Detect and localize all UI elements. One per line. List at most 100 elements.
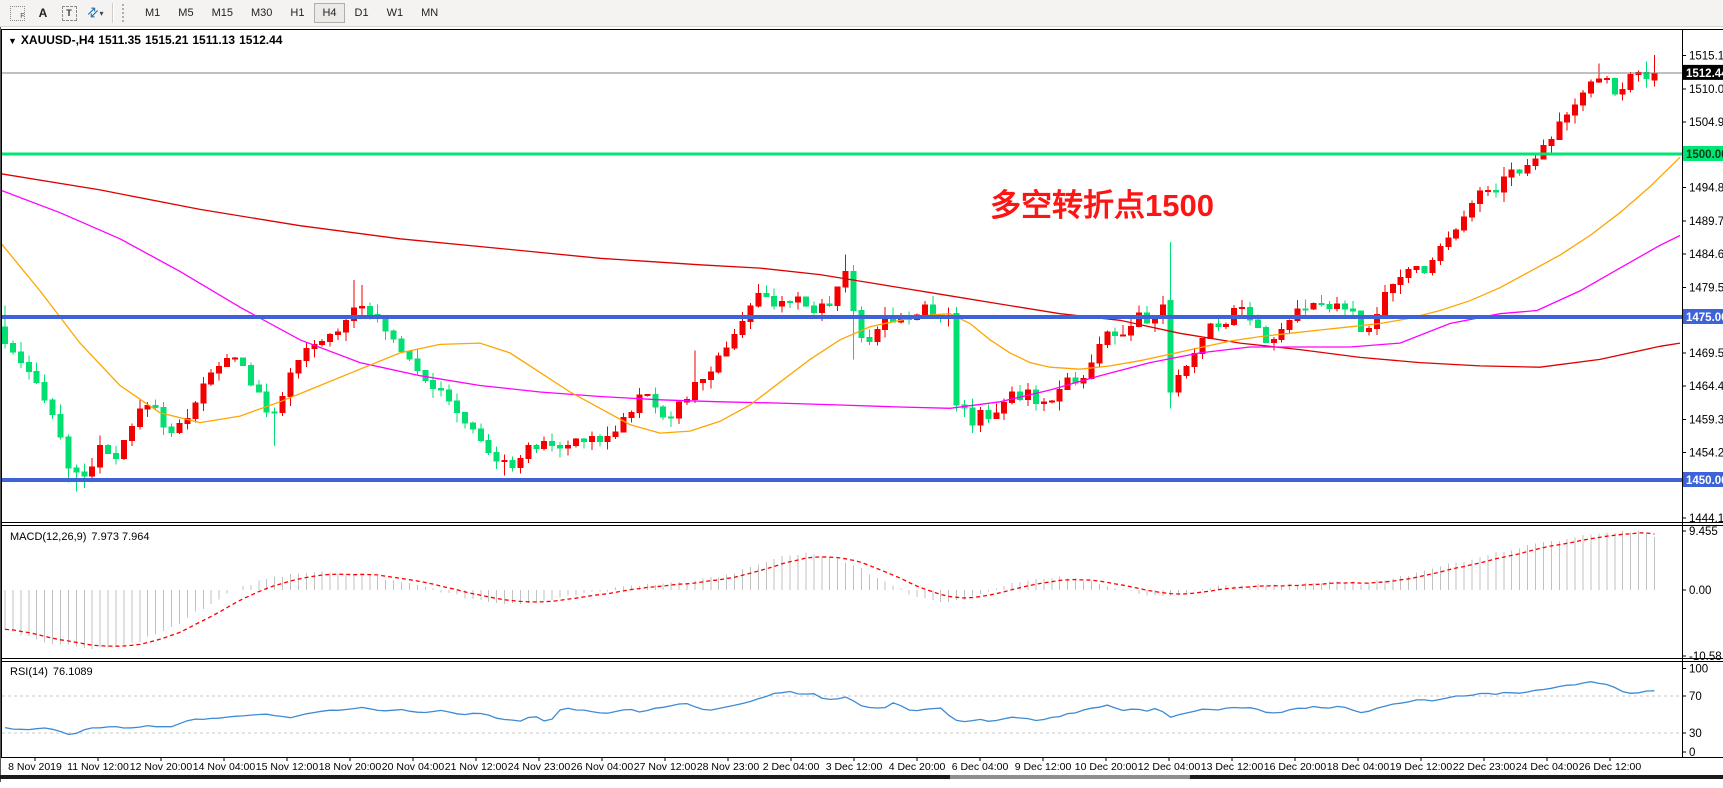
hline-1500-badge: 1500.00 [1683,146,1723,161]
svg-text:2 Dec 04:00: 2 Dec 04:00 [763,761,820,773]
svg-text:-10.58: -10.58 [1689,651,1722,663]
svg-text:1464.40: 1464.40 [1689,381,1723,393]
svg-text:24 Dec 04:00: 24 Dec 04:00 [1516,761,1579,773]
macd-panel [4,530,1655,650]
svg-text:8 Nov 2019: 8 Nov 2019 [8,761,62,773]
symbol-header[interactable]: ▼ XAUUSD-,H4 1511.35 1515.21 1511.13 1512.44 [8,33,286,47]
timeframe-group: M1 M5 M15 M30 H1 H4 D1 W1 MN [132,0,447,26]
svg-text:15 Nov 12:00: 15 Nov 12:00 [256,761,319,773]
svg-text:0.00: 0.00 [1689,585,1711,597]
svg-text:1454.20: 1454.20 [1689,448,1723,460]
svg-text:30: 30 [1689,728,1702,740]
timeframe-button-M1[interactable]: M1 [145,7,161,19]
svg-text:19 Dec 12:00: 19 Dec 12:00 [1390,761,1453,773]
symbol-dropdown-icon[interactable]: ▼ [8,36,17,46]
svg-text:24 Nov 23:00: 24 Nov 23:00 [508,761,571,773]
svg-text:1444.15: 1444.15 [1689,513,1723,525]
rsi-name: RSI(14) [10,666,48,678]
svg-text:13 Dec 12:00: 13 Dec 12:00 [1201,761,1264,773]
svg-text:1515.10: 1515.10 [1689,51,1723,63]
svg-text:28 Nov 23:00: 28 Nov 23:00 [697,761,760,773]
horizontal-scrollbar-track[interactable] [0,775,1723,779]
toolbar-separator [112,3,114,23]
horizontal-scrollbar-thumb[interactable] [950,775,1190,779]
ma-slow-red-line [2,173,1681,368]
tile-windows-button[interactable]: ⇅ ▾ [83,2,107,24]
timeframe-button-M15[interactable]: M15 [211,7,233,19]
macd-indicator-label: MACD(12,26,9) 7.973 7.964 [10,531,155,543]
timeframe-button-H4[interactable]: H4 [314,3,345,23]
svg-text:1494.85: 1494.85 [1689,183,1723,195]
svg-text:70: 70 [1689,691,1702,703]
svg-text:1484.65: 1484.65 [1689,249,1723,261]
svg-text:3 Dec 12:00: 3 Dec 12:00 [826,761,883,773]
text-box-icon: T [61,5,77,21]
svg-text:1479.55: 1479.55 [1689,282,1723,294]
text-annotation[interactable]: 多空转折点1500 [990,188,1214,223]
svg-text:21 Nov 12:00: 21 Nov 12:00 [445,761,508,773]
svg-text:1469.50: 1469.50 [1689,348,1723,360]
panel-borders [0,27,1723,782]
svg-text:1459.30: 1459.30 [1689,414,1723,426]
rsi-value: 76.1089 [52,666,93,678]
svg-text:1504.90: 1504.90 [1689,117,1723,129]
toolbar: F A T ⇅ ▾ M1 M5 M15 M30 H1 H4 D1 W1 MN [0,0,1723,27]
time-axis: 8 Nov 2019 11 Nov 12:00 12 Nov 20:00 14 Nov… [8,757,1642,773]
chart-window-icon: F [9,5,25,21]
svg-text:1510.00: 1510.00 [1689,84,1723,96]
svg-text:12 Dec 04:00: 12 Dec 04:00 [1138,761,1201,773]
svg-text:26 Dec 12:00: 26 Dec 12:00 [1579,761,1642,773]
timeframe-button-D1[interactable]: D1 [354,7,369,19]
ohlc-high: 1515.21 [144,33,189,47]
svg-text:10 Dec 20:00: 10 Dec 20:00 [1075,761,1138,773]
svg-text:12 Nov 20:00: 12 Nov 20:00 [130,761,193,773]
toolbar-grip[interactable] [122,4,128,22]
text-label-button[interactable]: A [31,2,55,24]
svg-text:20 Nov 04:00: 20 Nov 04:00 [382,761,445,773]
svg-text:1475.00: 1475.00 [1686,312,1723,324]
svg-text:14 Nov 04:00: 14 Nov 04:00 [193,761,256,773]
symbol-period-label: XAUUSD-,H4 [20,33,95,47]
macd-signal-line [4,532,1655,647]
svg-text:1512.44: 1512.44 [1686,68,1723,80]
price-axis: 1515.10 1510.00 1504.90 1494.85 1489.75 1484.… [1682,51,1723,759]
chart-window-button[interactable]: F [5,2,29,24]
macd-values: 7.973 7.964 [91,531,150,543]
svg-text:16 Dec 20:00: 16 Dec 20:00 [1264,761,1327,773]
timeframe-button-W1[interactable]: W1 [386,7,404,19]
candlestick-series [2,54,1658,492]
timeframe-button-M5[interactable]: M5 [178,7,194,19]
chevron-down-icon: ▾ [99,8,104,18]
svg-text:18 Dec 04:00: 18 Dec 04:00 [1327,761,1390,773]
text-box-button[interactable]: T [57,2,81,24]
timeframe-button-H1[interactable]: H1 [290,7,305,19]
svg-text:6 Dec 04:00: 6 Dec 04:00 [952,761,1009,773]
svg-text:1500.00: 1500.00 [1686,149,1723,161]
timeframe-button-M30[interactable]: M30 [250,7,273,19]
timeframe-button-MN[interactable]: MN [421,7,439,19]
macd-name: MACD(12,26,9) [10,531,87,543]
svg-text:4 Dec 20:00: 4 Dec 20:00 [889,761,946,773]
svg-text:11 Nov 12:00: 11 Nov 12:00 [67,761,129,773]
current-price-badge: 1512.44 [1683,64,1723,80]
svg-text:27 Nov 12:00: 27 Nov 12:00 [634,761,697,773]
svg-text:1489.75: 1489.75 [1689,216,1723,228]
svg-text:100: 100 [1689,663,1708,675]
svg-text:18 Nov 20:00: 18 Nov 20:00 [319,761,382,773]
hline-1450-badge: 1450.00 [1683,472,1723,487]
text-label-icon: A [38,6,48,20]
svg-text:0: 0 [1689,747,1695,759]
svg-text:9 Dec 12:00: 9 Dec 12:00 [1015,761,1072,773]
ohlc-close: 1512.44 [239,33,283,47]
svg-text:22 Dec 23:00: 22 Dec 23:00 [1453,761,1516,773]
rsi-line [4,681,1655,736]
rsi-indicator-label: RSI(14) 76.1089 [10,666,98,678]
svg-text:1450.00: 1450.00 [1686,475,1723,487]
ohlc-open: 1511.35 [98,33,141,47]
ohlc-low: 1511.13 [192,33,236,47]
tool-group: F A T ⇅ ▾ [0,0,108,26]
svg-text:9.455: 9.455 [1689,526,1718,538]
hline-1475-badge: 1475.00 [1683,309,1723,324]
